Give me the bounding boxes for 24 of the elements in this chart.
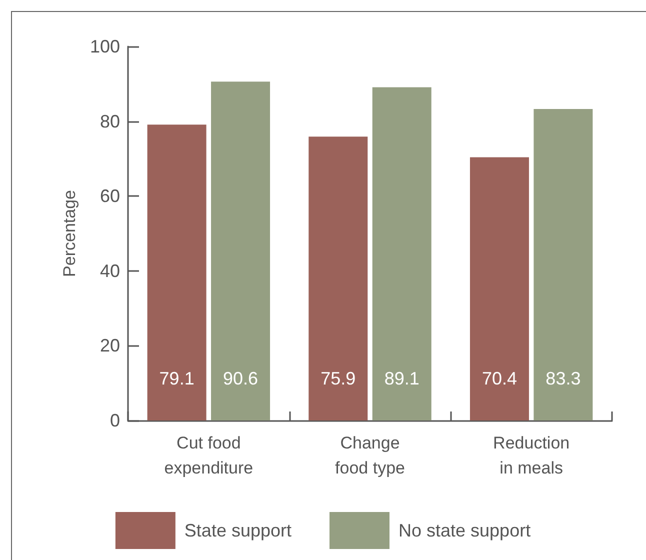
data-label: 70.4 [482,368,517,388]
bar [534,108,593,420]
data-label: 90.6 [223,368,258,388]
data-label: 89.1 [384,368,420,388]
bar [372,87,432,420]
legend-label: State support [184,520,292,540]
x-tick-label: Reduction in meals [493,434,570,478]
y-tick-label: 100 [90,36,120,56]
data-label: 79.1 [159,368,194,388]
y-tick-label: 0 [110,410,120,430]
data-label: 83.3 [546,368,581,388]
legend-label: No state support [398,520,531,540]
y-tick-label: 40 [100,260,120,281]
y-axis-title: Percentage [60,190,79,277]
y-tick-label: 60 [100,186,120,206]
bar [470,157,529,420]
bar [308,136,368,420]
x-tick-label: Change food type [335,434,405,478]
data-label: 75.9 [320,368,356,388]
x-tick-label: Cut food expenditure [164,434,254,478]
y-tick-label: 80 [100,111,120,132]
bar [147,124,206,420]
y-tick-label: 20 [100,336,120,356]
bar [211,82,270,420]
